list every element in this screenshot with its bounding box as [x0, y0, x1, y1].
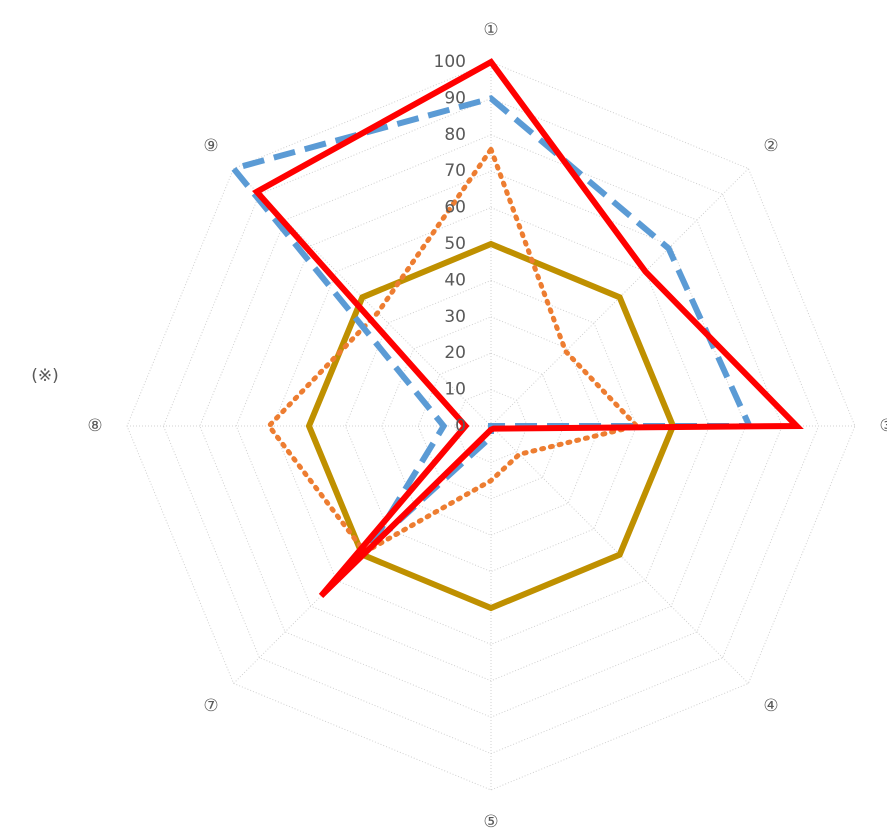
y-tick-label: 30 — [444, 307, 466, 327]
grid-line — [381, 316, 601, 536]
y-tick-label: 40 — [444, 270, 466, 290]
y-tick-label: 20 — [444, 343, 466, 363]
axis-label: ⑦ — [203, 696, 218, 716]
axis-label: ⑨ — [203, 136, 218, 156]
y-tick-label: 80 — [444, 125, 466, 145]
note: (※) — [31, 366, 59, 386]
series-line — [228, 95, 755, 550]
y-tick-label: 50 — [444, 234, 466, 254]
y-tick-label: 70 — [444, 161, 466, 181]
axis-label: ⑧ — [87, 416, 102, 436]
y-tick-label: 10 — [444, 380, 466, 400]
y-tick-label: 100 — [434, 52, 466, 72]
y-tick-label: 60 — [444, 198, 466, 218]
axis-label: ④ — [763, 696, 778, 716]
axis-label: ⑤ — [483, 812, 498, 832]
axis-label: ① — [483, 20, 498, 40]
spoke — [490, 168, 749, 427]
series-line — [252, 58, 804, 599]
y-tick-label: 0 — [455, 416, 466, 436]
axis-label: ② — [763, 136, 778, 156]
grid-line — [272, 207, 710, 645]
series-line — [305, 240, 677, 612]
axis-label: ③ — [879, 416, 887, 436]
series-line — [265, 143, 642, 556]
y-tick-label: 90 — [444, 88, 466, 108]
grid-line — [235, 170, 747, 682]
grid-line — [126, 61, 856, 791]
spoke — [490, 425, 749, 684]
